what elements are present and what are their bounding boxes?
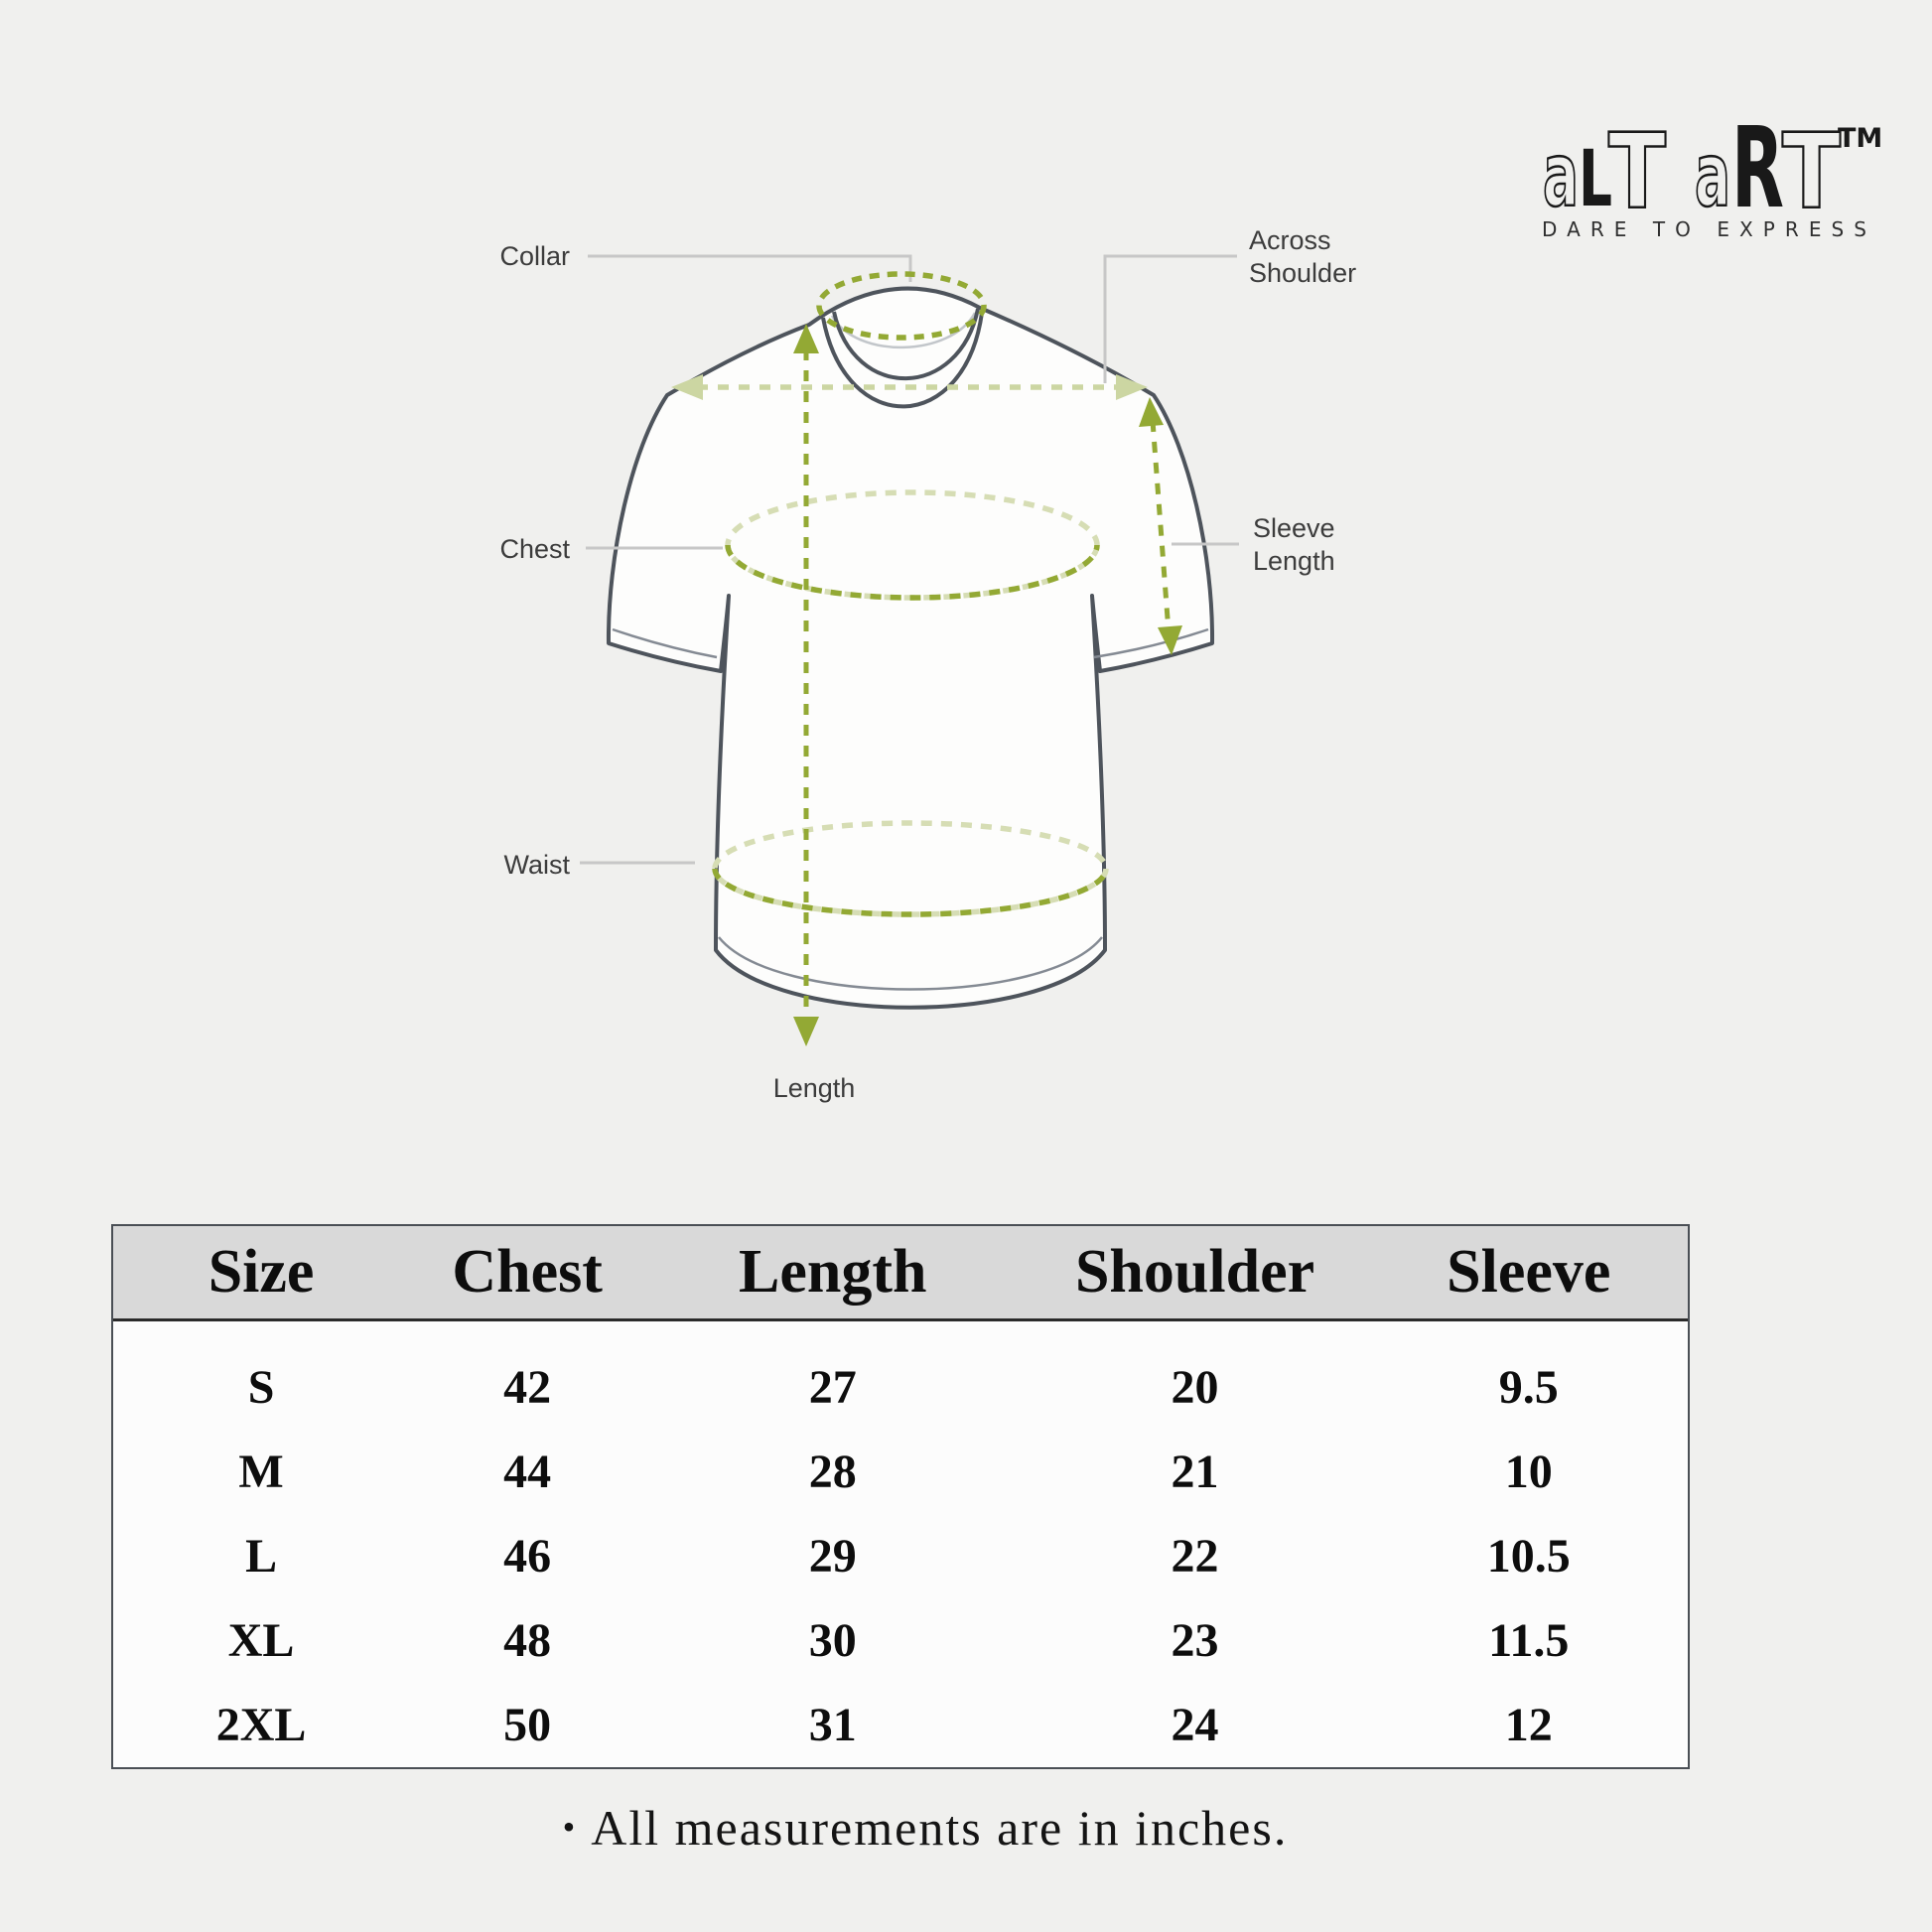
cell-size: S bbox=[247, 1361, 275, 1414]
header-length: Length bbox=[739, 1238, 927, 1306]
size-table-header-row: Size Chest Length Shoulder Sleeve bbox=[113, 1226, 1688, 1321]
sleeve-arrow-down bbox=[1158, 625, 1182, 655]
length-arrow-up bbox=[793, 324, 819, 353]
sleeve-length-label-line1: Sleeve bbox=[1253, 513, 1335, 543]
cell-sleeve: 10.5 bbox=[1486, 1530, 1571, 1583]
measurement-note: • All measurements are in inches. bbox=[111, 1799, 1690, 1857]
neck-band-bottom-curve bbox=[821, 312, 984, 409]
chest-label: Chest bbox=[499, 534, 570, 564]
left-cuff-stitch bbox=[612, 627, 718, 659]
cell-sleeve: 9.5 bbox=[1498, 1361, 1559, 1414]
cell-sleeve: 10 bbox=[1504, 1446, 1553, 1498]
collar-measure-ellipse bbox=[816, 271, 987, 341]
cell-size: 2XL bbox=[215, 1699, 307, 1751]
cell-chest: 50 bbox=[503, 1699, 552, 1751]
logo-trademark: TM bbox=[1838, 123, 1881, 154]
table-row-s: S 42 27 20 9.5 bbox=[113, 1345, 1688, 1430]
logo-letter-a1: a bbox=[1543, 124, 1579, 226]
neck-opening-curve bbox=[832, 308, 980, 381]
cell-chest: 42 bbox=[503, 1361, 552, 1414]
logo-letter-r: R bbox=[1731, 111, 1784, 233]
sleeve-arrow-up bbox=[1139, 397, 1164, 427]
brand-logo: a L T a R T TM DARE TO EXPRESS bbox=[1542, 111, 1881, 241]
header-sleeve: Sleeve bbox=[1447, 1238, 1611, 1306]
cell-length: 28 bbox=[808, 1446, 857, 1498]
header-shoulder: Shoulder bbox=[1074, 1238, 1315, 1306]
right-cuff-stitch bbox=[1093, 627, 1209, 659]
waist-label: Waist bbox=[503, 850, 571, 880]
cell-shoulder: 24 bbox=[1171, 1699, 1219, 1751]
cell-length: 29 bbox=[808, 1530, 857, 1583]
sleeve-measure-line bbox=[1150, 420, 1172, 632]
cell-shoulder: 23 bbox=[1171, 1614, 1219, 1667]
collar-label: Collar bbox=[499, 241, 570, 271]
size-chart-table: Size Chest Length Shoulder Sleeve S 42 2… bbox=[111, 1224, 1690, 1769]
across-shoulder-arrow-right bbox=[1116, 374, 1148, 400]
across-shoulder-label: Across Shoulder bbox=[1249, 224, 1356, 290]
waist-measure-ellipse-dark bbox=[712, 868, 1109, 917]
cell-shoulder: 21 bbox=[1171, 1446, 1219, 1498]
cell-shoulder: 20 bbox=[1171, 1361, 1219, 1414]
across-shoulder-arrow-left bbox=[671, 374, 703, 400]
cell-shoulder: 22 bbox=[1171, 1530, 1219, 1583]
cell-sleeve: 12 bbox=[1504, 1699, 1553, 1751]
length-label: Length bbox=[772, 1073, 856, 1103]
table-row-l: L 46 29 22 10.5 bbox=[113, 1514, 1688, 1598]
cell-chest: 46 bbox=[503, 1530, 552, 1583]
cell-chest: 44 bbox=[503, 1446, 552, 1498]
collar-pointer-line bbox=[588, 254, 912, 282]
sleeve-length-label: Sleeve Length bbox=[1253, 512, 1335, 578]
cell-length: 31 bbox=[808, 1699, 857, 1751]
hem-stitch bbox=[718, 936, 1103, 991]
logo-letter-l: L bbox=[1579, 135, 1612, 224]
chest-measure-ellipse-dark bbox=[725, 544, 1100, 601]
logo-tagline: DARE TO EXPRESS bbox=[1542, 217, 1872, 241]
cell-sleeve: 11.5 bbox=[1488, 1614, 1570, 1667]
cell-size: L bbox=[245, 1530, 278, 1583]
table-row-xl: XL 48 30 23 11.5 bbox=[113, 1598, 1688, 1683]
cell-size: M bbox=[238, 1446, 284, 1498]
pointer-lines bbox=[580, 254, 1239, 865]
across-shoulder-label-line1: Across bbox=[1249, 225, 1331, 255]
across-shoulder-label-line2: Shoulder bbox=[1249, 258, 1357, 288]
logo-letter-t2: T bbox=[1782, 111, 1841, 232]
length-arrow-down bbox=[793, 1017, 819, 1046]
logo-letter-t1: T bbox=[1608, 111, 1666, 232]
across-shoulder-pointer-line bbox=[1103, 254, 1237, 383]
sleeve-length-label-line2: Length bbox=[1253, 546, 1335, 576]
tshirt-silhouette bbox=[606, 286, 1215, 1010]
table-row-2xl: 2XL 50 31 24 12 bbox=[113, 1683, 1688, 1767]
cell-chest: 48 bbox=[503, 1614, 552, 1667]
header-chest: Chest bbox=[452, 1238, 603, 1306]
cell-length: 30 bbox=[808, 1614, 857, 1667]
header-size: Size bbox=[207, 1238, 315, 1306]
cell-length: 27 bbox=[808, 1361, 857, 1414]
table-row-m: M 44 28 21 10 bbox=[113, 1430, 1688, 1514]
note-text: All measurements are in inches. bbox=[591, 1800, 1289, 1856]
cell-size: XL bbox=[227, 1614, 295, 1667]
logo-letter-a2: a bbox=[1695, 124, 1730, 226]
note-bullet: • bbox=[562, 1807, 578, 1847]
size-table-body: S 42 27 20 9.5 M 44 28 21 10 L 46 29 22 … bbox=[113, 1321, 1688, 1767]
